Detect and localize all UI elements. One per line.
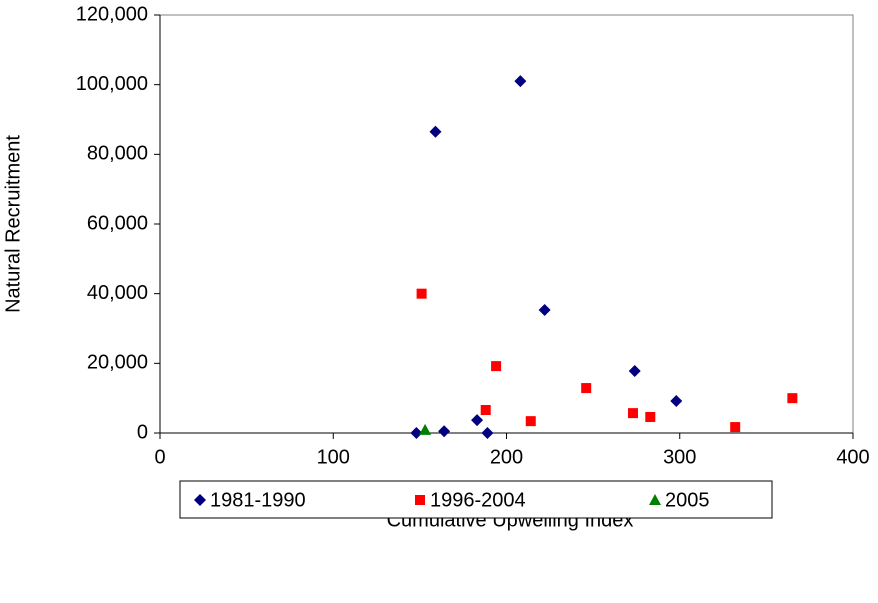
y-tick-label: 120,000 xyxy=(76,3,148,25)
legend-box xyxy=(179,480,773,519)
point xyxy=(514,75,527,88)
y-tick-label: 100,000 xyxy=(76,73,148,95)
point xyxy=(416,288,427,299)
x-tick-label: 300 xyxy=(663,446,696,468)
y-tick-label: 20,000 xyxy=(87,352,148,374)
y-axis-title: Natural Recruitment xyxy=(2,135,24,313)
point xyxy=(471,414,484,427)
legend-marker xyxy=(649,494,661,505)
point xyxy=(429,125,442,138)
point xyxy=(538,304,551,317)
point xyxy=(581,383,592,394)
point xyxy=(787,393,798,404)
legend-label: 1996-2004 xyxy=(430,489,526,511)
y-tick-label: 0 xyxy=(137,421,148,443)
y-tick-label: 60,000 xyxy=(87,212,148,234)
x-tick-label: 400 xyxy=(836,446,869,468)
x-tick-label: 0 xyxy=(154,446,165,468)
point xyxy=(491,361,502,372)
plot-frame xyxy=(159,14,854,434)
point xyxy=(481,427,494,439)
legend-marker xyxy=(415,495,425,505)
point xyxy=(645,411,656,422)
point xyxy=(419,423,432,435)
point xyxy=(627,408,638,419)
point xyxy=(438,425,451,438)
point xyxy=(525,416,536,427)
point xyxy=(410,427,423,439)
x-tick-label: 200 xyxy=(490,446,523,468)
point xyxy=(480,405,491,416)
point xyxy=(730,422,741,433)
legend-label: 2005 xyxy=(665,489,710,511)
legend-marker xyxy=(194,494,206,506)
point xyxy=(628,364,641,377)
y-tick-label: 80,000 xyxy=(87,143,148,165)
y-tick-label: 40,000 xyxy=(87,282,148,304)
legend-label: 1981-1990 xyxy=(210,489,306,511)
point xyxy=(670,394,683,407)
x-tick-label: 100 xyxy=(317,446,350,468)
